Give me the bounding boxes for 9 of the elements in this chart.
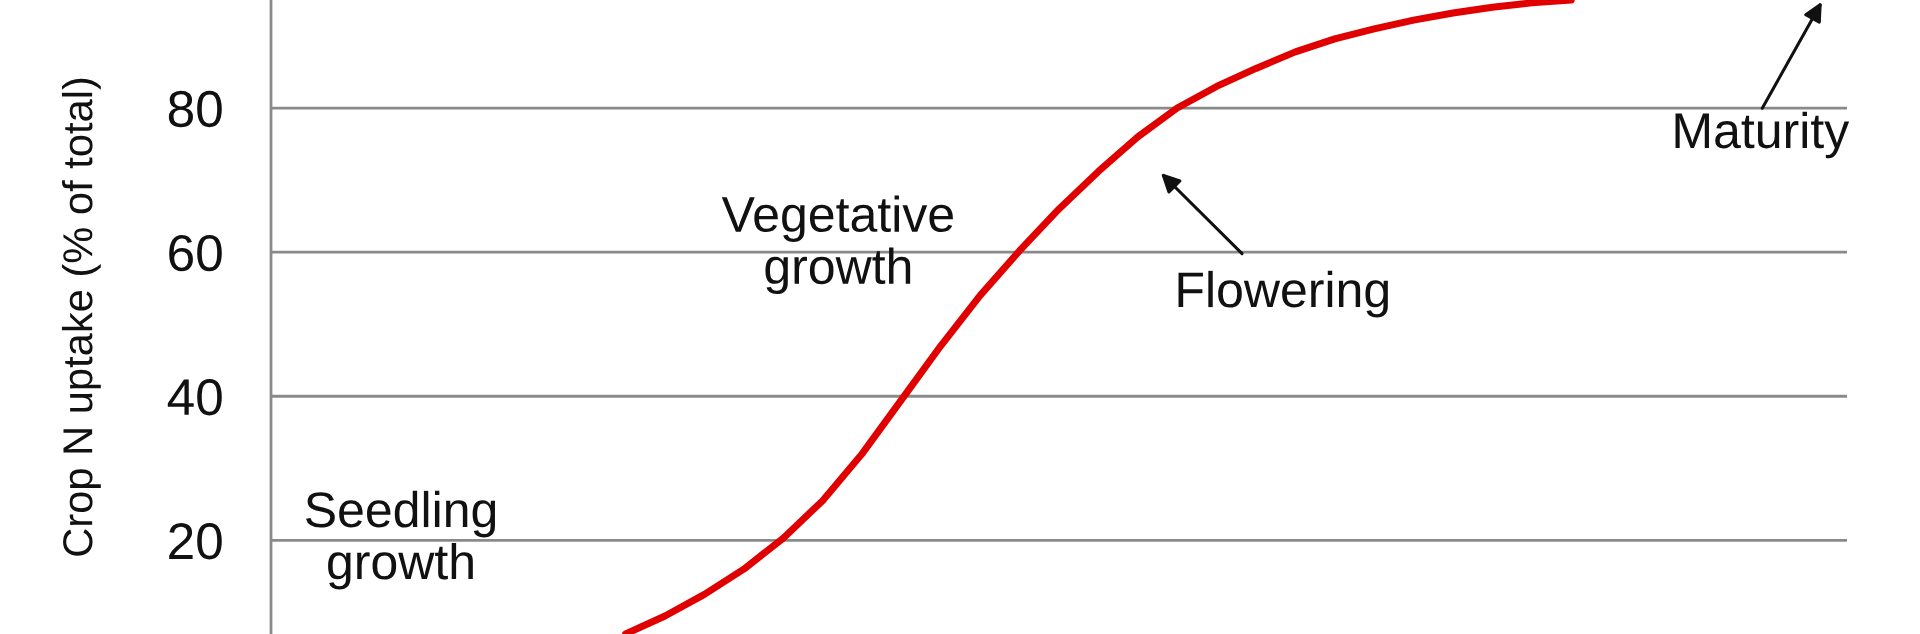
y-tick-label: 20 [169, 523, 222, 560]
y-tick-label: 80 [168, 90, 222, 128]
y-tick-label: 60 [169, 234, 222, 272]
y-tick-label: 40 [167, 378, 222, 416]
annotation: Flowering [1178, 270, 1388, 318]
annotation: Vegetative growth [721, 195, 953, 295]
y-axis-title: Crop N uptake (% of total) [61, 78, 101, 556]
annotation: Seedling growth [306, 490, 496, 590]
annotation: Maturity [1675, 111, 1850, 159]
